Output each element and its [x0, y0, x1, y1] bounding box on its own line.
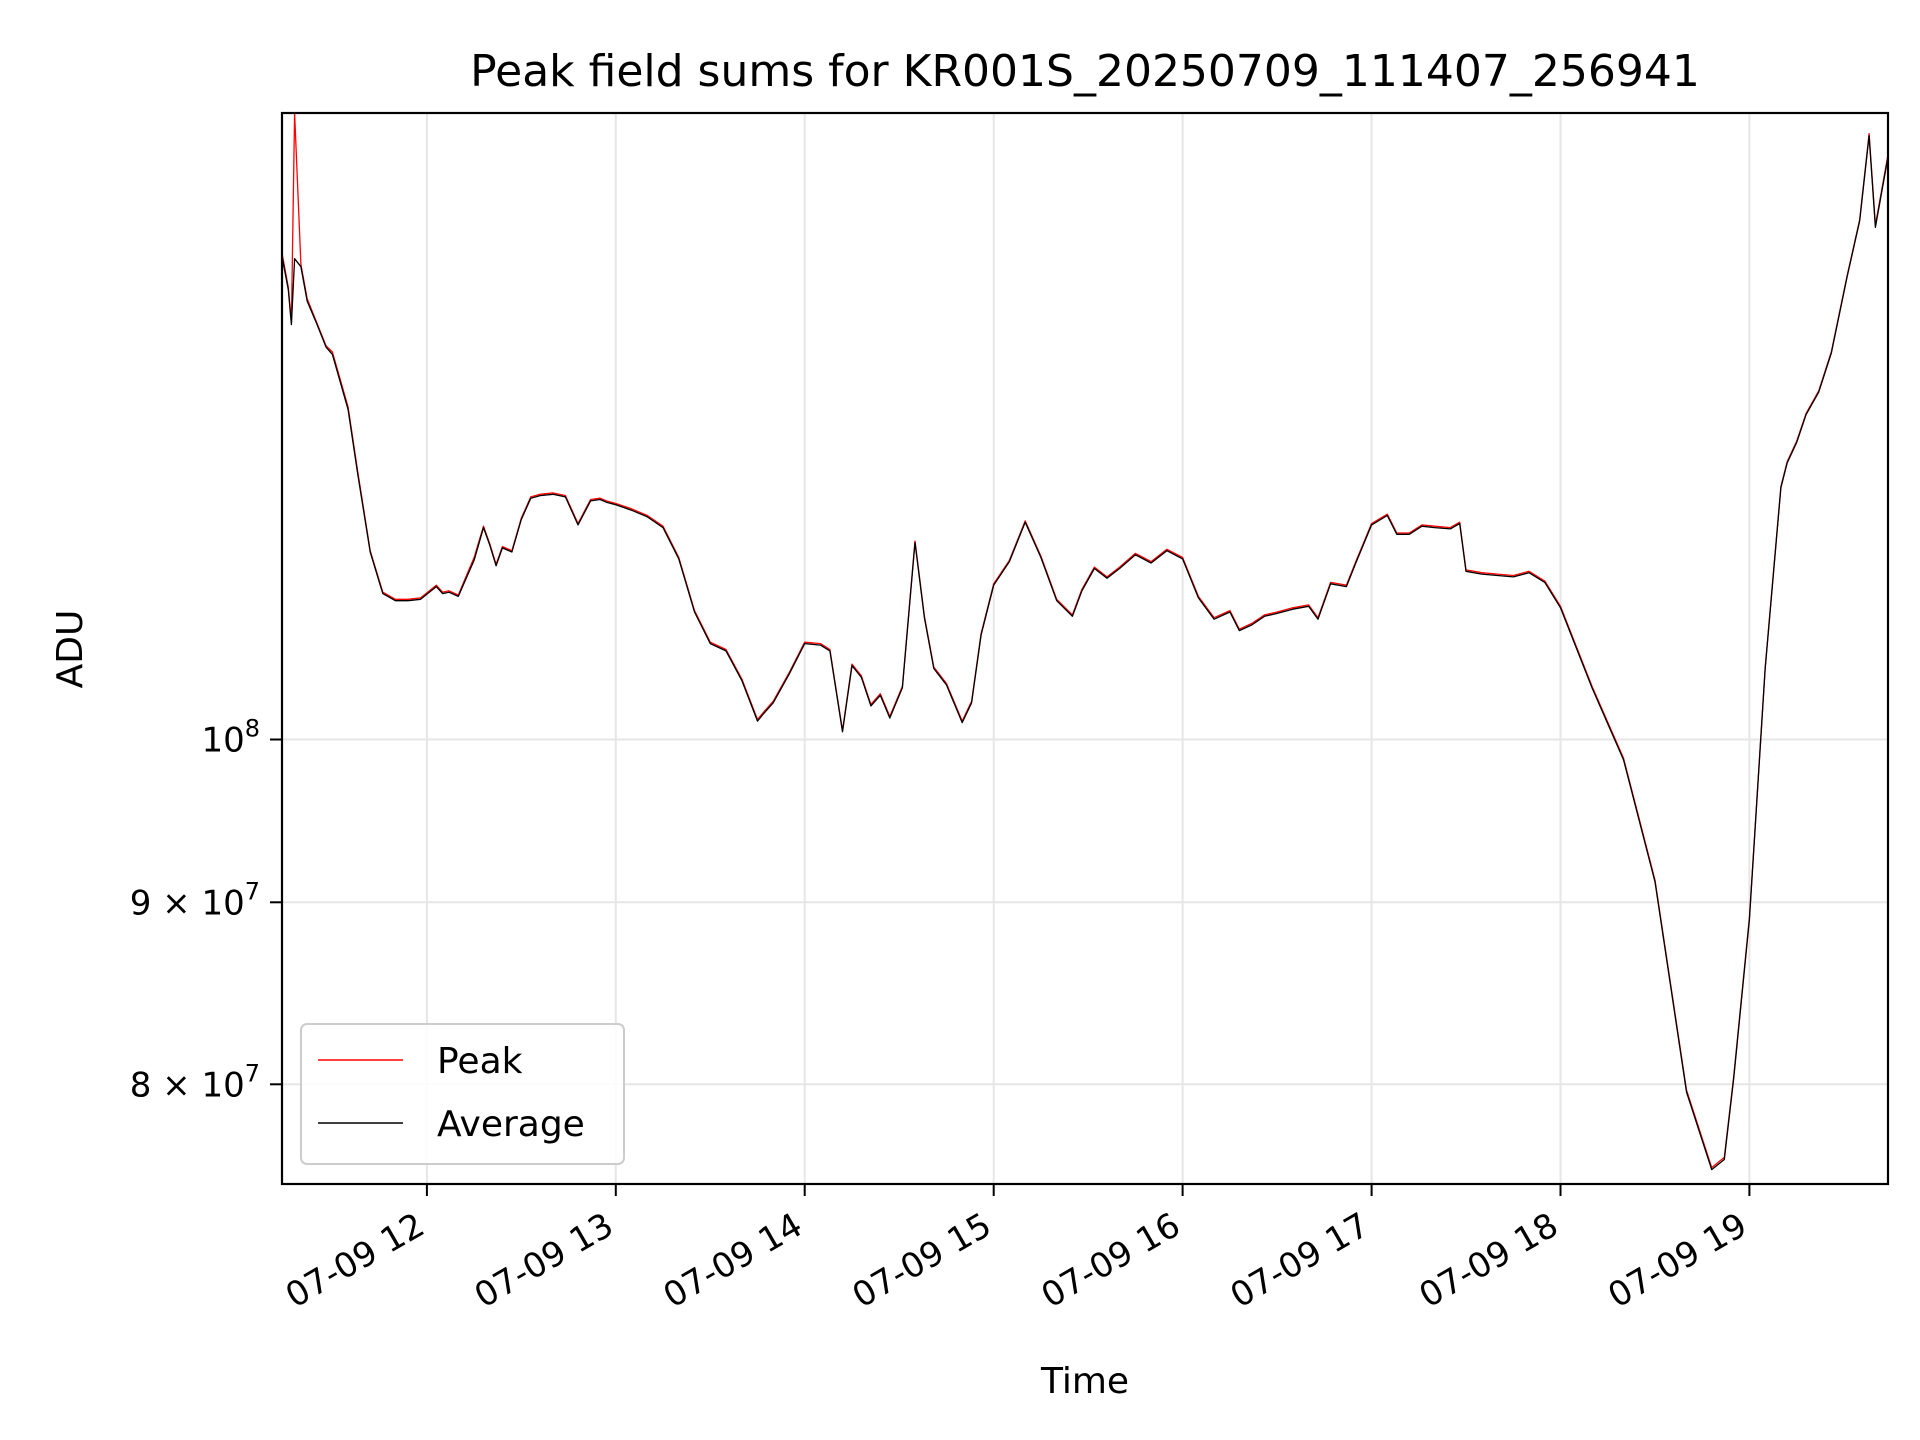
y-axis-label: ADU	[50, 610, 91, 689]
series-line-average	[282, 135, 1888, 1171]
chart-title: Peak field sums for KR001S_20250709_1114…	[470, 46, 1700, 97]
legend-box	[300, 1023, 625, 1165]
legend-label-peak: Peak	[437, 1041, 523, 1082]
plot-frame	[280, 111, 1890, 1186]
series-lines	[282, 113, 1888, 1171]
legend: Peak Average	[300, 1023, 625, 1165]
y-tick-label: 9 × 107	[130, 877, 260, 923]
y-tick-label: 8 × 107	[130, 1059, 260, 1105]
y-tick-label: 108	[201, 715, 260, 761]
legend-label-average: Average	[437, 1104, 585, 1145]
x-axis-label: Time	[1040, 1361, 1129, 1402]
